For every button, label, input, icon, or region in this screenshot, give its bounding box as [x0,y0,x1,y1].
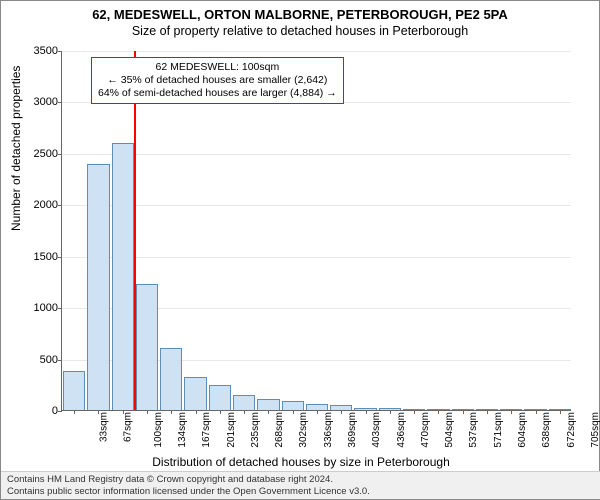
grid-line [62,51,571,52]
x-tick-label: 403sqm [371,412,382,448]
histogram-bar [136,284,158,411]
x-tick-mark [244,410,245,414]
y-tick-label: 2500 [34,148,62,160]
subtitle: Size of property relative to detached ho… [1,22,599,38]
footer-line-1: Contains HM Land Registry data © Crown c… [7,474,595,485]
chart-container: 62, MEDESWELL, ORTON MALBORNE, PETERBORO… [0,0,600,500]
x-tick-mark [560,410,561,414]
x-tick-mark [366,410,367,414]
x-tick-mark [317,410,318,414]
x-tick-mark [511,410,512,414]
x-tick-mark [487,410,488,414]
x-tick-label: 100sqm [153,412,164,448]
x-tick-label: 638sqm [541,412,552,448]
address-title: 62, MEDESWELL, ORTON MALBORNE, PETERBORO… [1,1,599,22]
histogram-bar [257,399,279,410]
callout-line-1: 62 MEDESWELL: 100sqm [98,61,337,74]
x-tick-mark [438,410,439,414]
y-tick-label: 2000 [34,199,62,211]
property-marker-line [134,51,136,410]
x-tick-label: 167sqm [201,412,212,448]
histogram-bar [209,385,231,410]
x-axis-label: Distribution of detached houses by size … [1,455,600,469]
y-tick-label: 1000 [34,302,62,314]
x-tick-label: 67sqm [123,412,134,442]
x-tick-mark [196,410,197,414]
grid-line [62,257,571,258]
histogram-bar [282,401,304,410]
histogram-bar [233,395,255,410]
x-tick-mark [390,410,391,414]
x-tick-label: 705sqm [590,412,600,448]
histogram-bar [63,371,85,410]
histogram-bar [160,348,182,410]
x-tick-mark [536,410,537,414]
callout-box: 62 MEDESWELL: 100sqm ← 35% of detached h… [91,57,344,104]
x-tick-label: 336sqm [323,412,334,448]
y-tick-label: 500 [40,354,62,366]
x-tick-label: 268sqm [274,412,285,448]
x-tick-label: 302sqm [299,412,310,448]
x-tick-mark [414,410,415,414]
callout-line-3: 64% of semi-detached houses are larger (… [98,87,337,100]
x-tick-label: 537sqm [469,412,480,448]
callout-line-2: ← 35% of detached houses are smaller (2,… [98,74,337,87]
x-tick-label: 134sqm [177,412,188,448]
y-tick-label: 1500 [34,251,62,263]
x-tick-mark [268,410,269,414]
y-tick-label: 3500 [34,45,62,57]
x-tick-mark [341,410,342,414]
x-tick-mark [147,410,148,414]
x-tick-label: 201sqm [226,412,237,448]
x-tick-label: 436sqm [396,412,407,448]
y-axis-label: Number of detached properties [9,66,23,231]
x-tick-label: 369sqm [347,412,358,448]
grid-line [62,205,571,206]
plot-region: 050010001500200025003000350033sqm67sqm10… [61,51,571,411]
x-tick-label: 672sqm [566,412,577,448]
y-tick-label: 0 [52,405,62,417]
x-tick-label: 604sqm [517,412,528,448]
y-tick-label: 3000 [34,96,62,108]
x-tick-mark [220,410,221,414]
x-tick-mark [98,410,99,414]
x-tick-mark [171,410,172,414]
grid-line [62,154,571,155]
x-tick-mark [463,410,464,414]
x-tick-label: 504sqm [444,412,455,448]
x-tick-mark [123,410,124,414]
attribution-footer: Contains HM Land Registry data © Crown c… [1,471,600,499]
x-tick-mark [74,410,75,414]
x-tick-label: 571sqm [493,412,504,448]
x-tick-label: 470sqm [420,412,431,448]
histogram-bar [184,377,206,410]
x-tick-label: 33sqm [99,412,110,442]
x-tick-mark [293,410,294,414]
chart-area: 050010001500200025003000350033sqm67sqm10… [61,51,571,411]
x-tick-label: 235sqm [250,412,261,448]
footer-line-2: Contains public sector information licen… [7,486,595,497]
histogram-bar [112,143,134,410]
histogram-bar [87,164,109,410]
